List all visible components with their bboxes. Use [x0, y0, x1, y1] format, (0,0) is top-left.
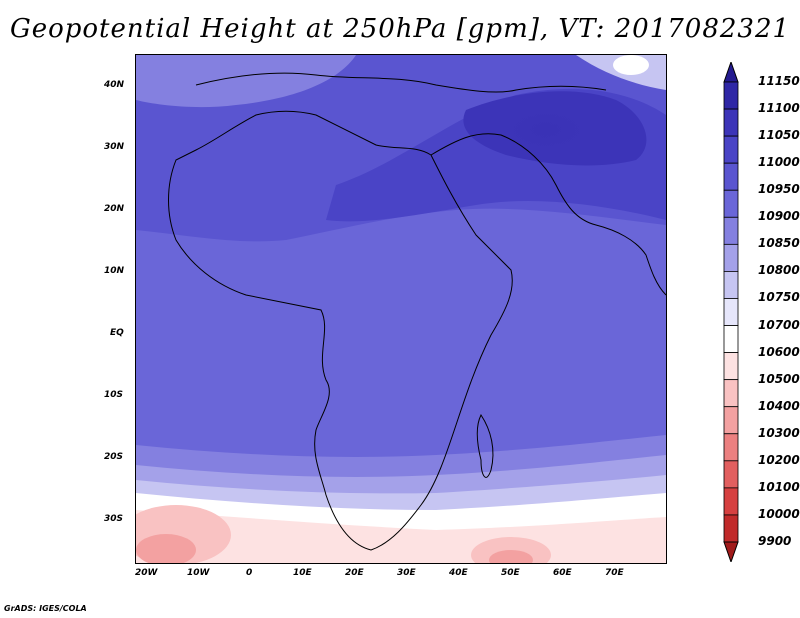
- lat-tick-label: EQ: [110, 328, 124, 338]
- lon-tick-label: 0: [246, 568, 253, 578]
- colorbar-segment: [723, 189, 739, 218]
- colorbar-level-label: 10300: [758, 425, 800, 440]
- colorbar-level-label: 10500: [758, 371, 800, 386]
- colorbar-segment: [723, 325, 739, 353]
- colorbar-level-label: 11000: [758, 155, 800, 170]
- colorbar-segment: [723, 460, 739, 489]
- colorbar-segment: [723, 298, 739, 326]
- arabia-india-coast: [430, 133, 666, 296]
- colorbar-level-label: 9900: [758, 534, 792, 548]
- colorbar-level-label: 10600: [758, 344, 800, 359]
- lat-tick-label: 20S: [104, 452, 124, 462]
- colorbar-segment: [723, 81, 739, 110]
- colorbar-segment: [723, 162, 739, 191]
- colorbar-segment: [723, 135, 739, 164]
- colorbar-level-label: 10850: [758, 236, 800, 251]
- contour-11100: [501, 108, 591, 152]
- colorbar-level-label: 10950: [758, 182, 800, 197]
- contour-10400-east: [489, 550, 533, 563]
- colorbar-segment: [723, 243, 739, 272]
- africa-coast: [168, 110, 513, 551]
- colorbar-level-label: 10700: [758, 317, 800, 332]
- colorbar: [723, 62, 739, 562]
- lon-tick-label: 10W: [187, 568, 210, 578]
- contour-10850-north: [136, 55, 356, 108]
- footer-credit: GrADS: IGES/COLA: [4, 604, 87, 613]
- mediterranean-coast: [195, 72, 607, 93]
- lat-tick-label: 40N: [104, 80, 125, 90]
- contour-10400-west: [136, 534, 196, 563]
- lon-tick-label: 60E: [553, 568, 572, 578]
- colorbar-segment: [723, 433, 739, 462]
- geopotential-map: [136, 55, 666, 563]
- colorbar-bottom-arrow: [723, 541, 739, 562]
- lat-tick-label: 10N: [104, 266, 125, 276]
- lon-tick-label: 10E: [293, 568, 312, 578]
- lon-tick-label: 20W: [135, 568, 158, 578]
- colorbar-segment: [723, 271, 739, 299]
- lon-tick-label: 50E: [501, 568, 520, 578]
- lat-tick-label: 30S: [104, 514, 124, 524]
- lon-tick-label: 20E: [345, 568, 364, 578]
- colorbar-segment: [723, 379, 739, 408]
- colorbar-level-label: 11150: [758, 74, 800, 88]
- colorbar-segment: [723, 514, 739, 543]
- lon-tick-label: 40E: [449, 568, 468, 578]
- colorbar-segment: [723, 487, 739, 516]
- colorbar-level-label: 10750: [758, 290, 800, 305]
- colorbar-level-label: 10400: [758, 398, 800, 413]
- colorbar-segment: [723, 216, 739, 245]
- colorbar-level-label: 11050: [758, 128, 800, 143]
- lat-tick-label: 10S: [104, 390, 124, 400]
- colorbar-segment: [723, 406, 739, 435]
- colorbar-level-label: 10100: [758, 479, 800, 494]
- madagascar-coast: [476, 414, 494, 478]
- coastlines: [168, 72, 666, 551]
- colorbar-level-label: 10800: [758, 263, 800, 278]
- map-title: Geopotential Height at 250hPa [gpm], VT:…: [9, 14, 791, 44]
- map-plot-area: [135, 54, 667, 564]
- colorbar-level-label: 10900: [758, 209, 800, 224]
- colorbar-segment: [723, 108, 739, 137]
- lat-tick-label: 20N: [104, 204, 125, 214]
- colorbar-level-label: 10200: [758, 452, 800, 467]
- lon-tick-label: 70E: [605, 568, 624, 578]
- contour-white-north: [613, 55, 649, 75]
- colorbar-level-label: 10000: [758, 506, 800, 521]
- lat-tick-label: 30N: [104, 142, 125, 152]
- colorbar-top-arrow: [723, 62, 739, 83]
- colorbar-segment: [723, 352, 739, 381]
- lon-tick-label: 30E: [397, 568, 416, 578]
- colorbar-level-label: 11100: [758, 101, 800, 116]
